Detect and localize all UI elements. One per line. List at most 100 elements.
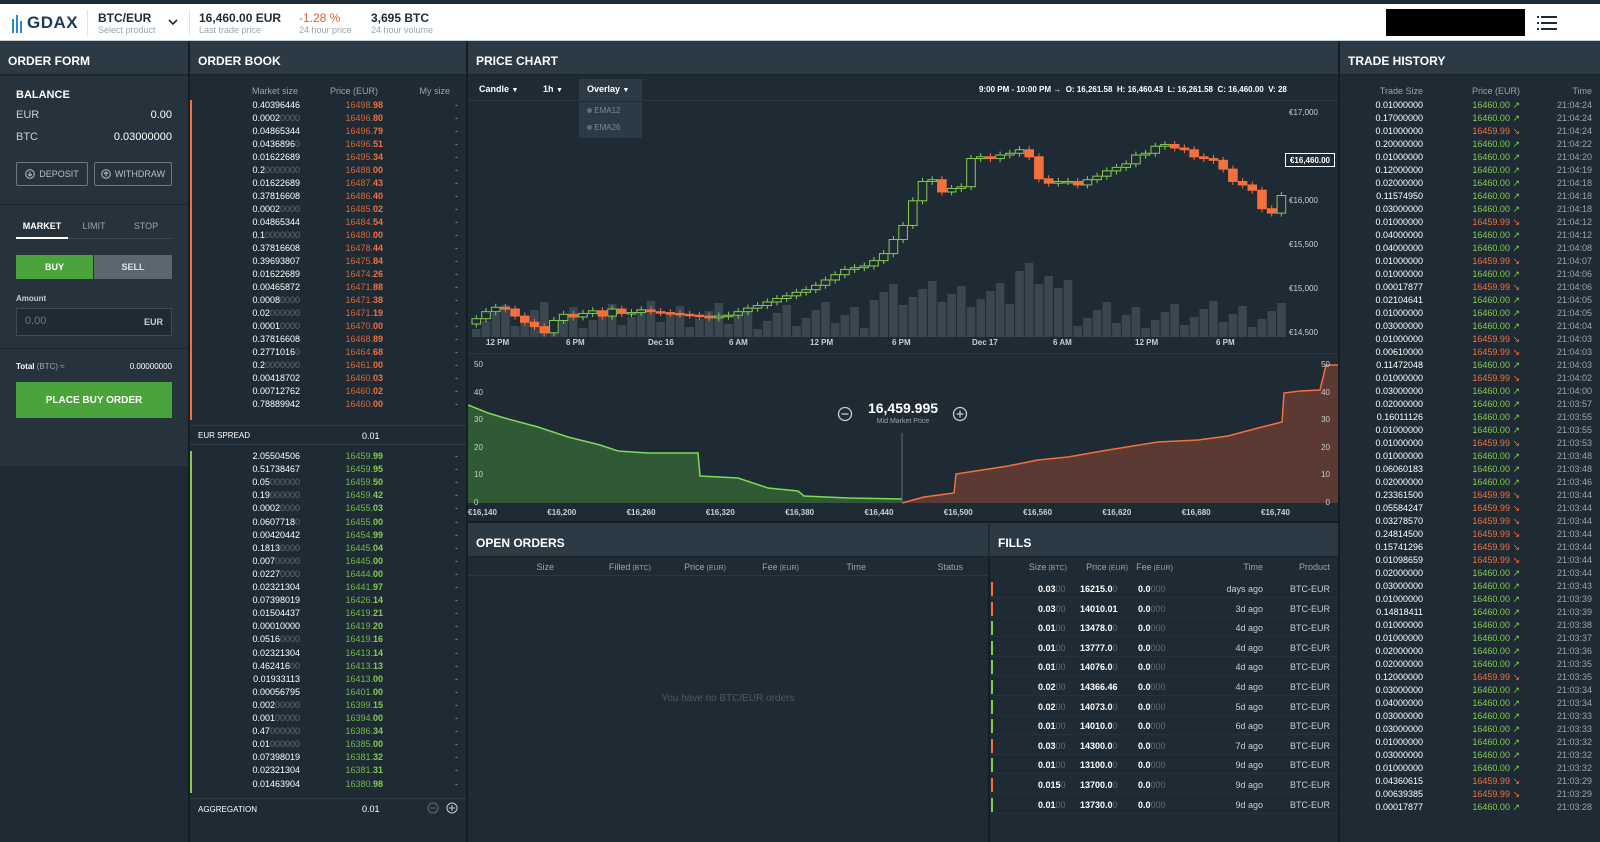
aggregation-plus-icon[interactable] [446, 802, 458, 814]
menu-icon[interactable] [1537, 16, 1557, 30]
fill-row[interactable]: 0.0300 14300.00 0.0000 7d ago BTC-EUR [990, 736, 1338, 755]
amount-field[interactable]: EUR [16, 308, 172, 336]
deposit-button[interactable]: DEPOSIT [16, 162, 88, 186]
ask-row[interactable]: 0.10000000 16480.00 - [192, 230, 468, 243]
fill-row[interactable]: 0.0150 13700.00 0.0000 9d ago BTC-EUR [990, 775, 1338, 794]
zoom-in-icon[interactable] [952, 406, 968, 422]
ask-row[interactable]: 0.01622689 16487.43 - [192, 178, 468, 191]
fill-row[interactable]: 0.0200 14366.46 0.0000 4d ago BTC-EUR [990, 677, 1338, 696]
ask-row[interactable]: 0.40396446 16498.98 - [192, 100, 468, 113]
bid-row[interactable]: 0.00420442 16454.99 - [192, 530, 468, 543]
ask-row[interactable]: 0.01622689 16495.34 - [192, 152, 468, 165]
place-buy-order-button[interactable]: PLACE BUY ORDER [16, 382, 172, 418]
app-logo[interactable]: GDAX [27, 13, 79, 32]
bid-row[interactable]: 0.01000000 16385.00 - [192, 739, 468, 752]
bid-row[interactable]: 0.00700000 16445.00 - [192, 556, 468, 569]
ask-row[interactable]: 0.37816608 16486.40 - [192, 191, 468, 204]
account-box[interactable] [1386, 9, 1525, 36]
ask-row[interactable]: 0.00418702 16460.03 - [192, 373, 468, 386]
ask-row[interactable]: 0.00020000 16485.02 - [192, 204, 468, 217]
fill-row[interactable]: 0.0200 14073.00 0.0000 5d ago BTC-EUR [990, 697, 1338, 716]
bid-row[interactable]: 0.00100000 16394.00 - [192, 713, 468, 726]
bid-row[interactable]: 0.19000000 16459.42 - [192, 490, 468, 503]
ask-row[interactable]: 0.04865344 16496.79 - [192, 126, 468, 139]
ask-row[interactable]: 0.37816608 16478.44 - [192, 243, 468, 256]
buy-button[interactable]: BUY [16, 255, 93, 279]
volume-bar [1257, 319, 1267, 337]
tab-stop[interactable]: STOP [120, 221, 172, 239]
bid-row[interactable]: 0.00200000 16399.15 - [192, 700, 468, 713]
bid-row[interactable]: 0.46241600 16413.13 - [192, 661, 468, 674]
bid-row[interactable]: 0.06077180 16455.00 - [192, 517, 468, 530]
product-selector[interactable]: BTC/EUR Select product [98, 11, 183, 37]
aggregation-minus-icon[interactable] [427, 802, 439, 814]
depth-chart[interactable] [468, 361, 1338, 511]
trade-price: 16460.00 ↗ [1472, 269, 1520, 279]
bid-row[interactable]: 0.00056795 16401.00 - [192, 687, 468, 700]
ask-row[interactable]: 0.04368960 16496.51 - [192, 139, 468, 152]
fill-row[interactable]: 0.0100 13478.00 0.0000 4d ago BTC-EUR [990, 618, 1338, 638]
fill-row[interactable]: 0.0100 13777.00 0.0000 4d ago BTC-EUR [990, 638, 1338, 657]
fill-row[interactable]: 0.0300 16215.00 0.0000 days ago BTC-EUR [990, 579, 1338, 598]
ask-row[interactable]: 0.00020000 16496.80 - [192, 113, 468, 126]
bid-row[interactable]: 0.00010000 16419.20 - [192, 621, 468, 634]
bid-row[interactable]: 0.47000000 16386.34 - [192, 726, 468, 739]
ask-row[interactable]: 0.20000000 16488.00 - [192, 165, 468, 178]
trade-size: 0.00639385 [1375, 789, 1423, 799]
ask-row[interactable]: 0.00010000 16470.00 - [192, 321, 468, 334]
bid-row[interactable]: 0.01504437 16419.21 - [192, 608, 468, 621]
trade-price: 16460.00 ↗ [1472, 698, 1520, 708]
bid-row[interactable]: 0.00020000 16455.03 - [192, 503, 468, 516]
fill-row[interactable]: 0.0100 14010.00 0.0000 6d ago BTC-EUR [990, 716, 1338, 736]
fill-row[interactable]: 0.0100 13730.00 0.0000 9d ago BTC-EUR [990, 795, 1338, 814]
fill-row[interactable]: 0.0100 14076.00 0.0000 4d ago BTC-EUR [990, 657, 1338, 677]
ask-row[interactable]: 0.39693807 16475.84 - [192, 256, 468, 269]
sell-button[interactable]: SELL [94, 255, 172, 279]
bid-row[interactable]: 0.07398019 16381.32 - [192, 752, 468, 765]
bid-row[interactable]: 0.51738467 16459.95 - [192, 464, 468, 477]
bid-row[interactable]: 0.05160000 16419.16 - [192, 634, 468, 647]
overlay-ema26[interactable]: EMA26 [587, 123, 620, 132]
candle-dropdown[interactable]: Candle ▼ [479, 84, 518, 94]
candlestick-chart[interactable] [468, 102, 1338, 354]
zoom-out-icon[interactable] [837, 406, 853, 422]
bid-row[interactable]: 0.01463904 16380.98 - [192, 779, 468, 792]
trade-row: 0.00017877 16459.99 ↘ 21:04:06 [1340, 282, 1600, 295]
interval-dropdown[interactable]: 1h ▼ [543, 84, 563, 94]
ask-row[interactable]: 0.78889942 16460.00 - [192, 399, 468, 412]
overlay-ema12[interactable]: EMA12 [587, 106, 620, 115]
gdax-logo-icon[interactable] [12, 15, 22, 33]
withdraw-icon [101, 169, 111, 179]
bid-row[interactable]: 0.02321304 16441.97 - [192, 582, 468, 595]
tab-market[interactable]: MARKET [16, 221, 68, 239]
my-size: - [455, 243, 458, 253]
ask-row[interactable]: 0.00465872 16471.88 - [192, 282, 468, 295]
candle [626, 312, 637, 315]
withdraw-button[interactable]: WITHDRAW [94, 162, 172, 186]
ask-row[interactable]: 0.02000000 16471.19 - [192, 308, 468, 321]
ask-row[interactable]: 0.04865344 16484.54 - [192, 217, 468, 230]
amount-input[interactable] [25, 315, 125, 327]
ask-row[interactable]: 0.37816608 16468.89 - [192, 334, 468, 347]
fill-row[interactable]: 0.0300 14010.01 0.0000 3d ago BTC-EUR [990, 599, 1338, 618]
market-size: 0.00712762 [252, 386, 300, 396]
bid-row[interactable]: 0.18130000 16445.04 - [192, 543, 468, 556]
bid-row[interactable]: 0.07398019 16426.14 - [192, 595, 468, 608]
tab-limit[interactable]: LIMIT [68, 221, 120, 239]
bid-row[interactable]: 0.01933113 16413.00 - [192, 674, 468, 687]
bid-row[interactable]: 0.02321304 16381.31 - [192, 765, 468, 778]
ask-row[interactable]: 0.00080000 16471.38 - [192, 295, 468, 308]
price: 16487.43 [345, 178, 383, 188]
bid-row[interactable]: 2.05504506 16459.99 - [192, 451, 468, 464]
fill-row[interactable]: 0.0100 13100.00 0.0000 9d ago BTC-EUR [990, 755, 1338, 775]
ask-row[interactable]: 0.27710160 16464.68 - [192, 347, 468, 360]
ask-row[interactable]: 0.01622689 16474.26 - [192, 269, 468, 282]
ask-row[interactable]: 0.00712762 16460.02 - [192, 386, 468, 399]
bid-row[interactable]: 0.02321304 16413.14 - [192, 648, 468, 661]
bid-row[interactable]: 0.05000000 16459.50 - [192, 477, 468, 490]
trade-size: 0.05584247 [1375, 503, 1423, 513]
overlay-dropdown[interactable]: Overlay ▼ [579, 79, 642, 101]
bid-row[interactable]: 0.02270000 16444.00 - [192, 569, 468, 582]
ask-row[interactable]: 0.20000000 16461.00 - [192, 360, 468, 373]
candle [1160, 143, 1170, 147]
